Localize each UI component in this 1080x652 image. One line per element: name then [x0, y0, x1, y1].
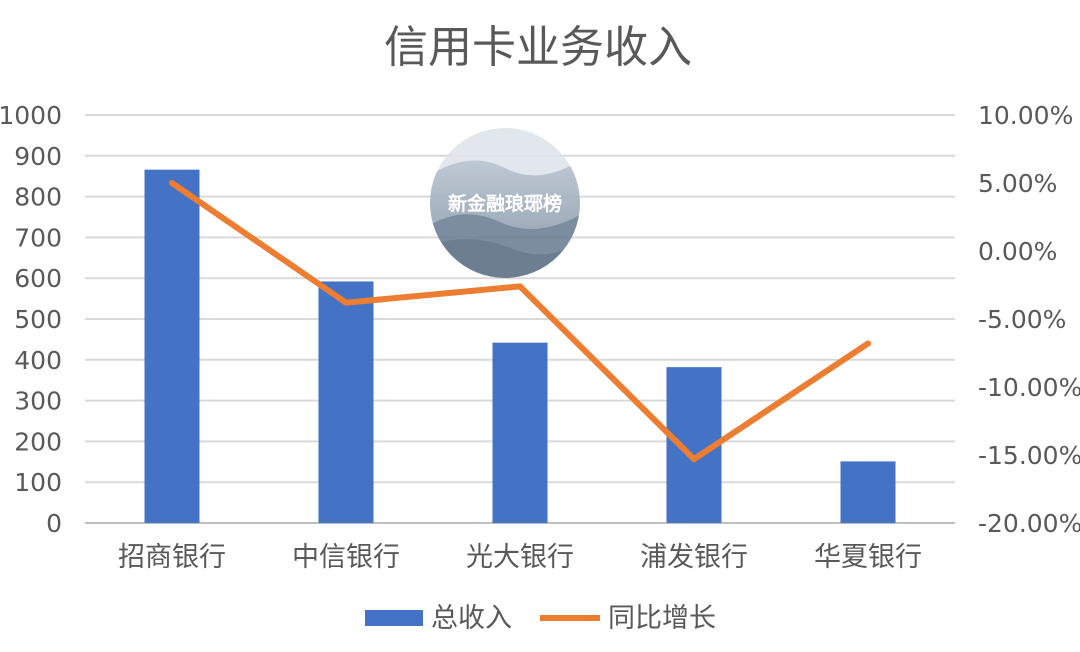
line-series — [169, 180, 871, 463]
line-point — [865, 340, 871, 347]
right-tick-label: 10.00% — [978, 101, 1073, 130]
line-point — [169, 180, 175, 186]
category-label: 浦发银行 — [640, 542, 748, 573]
right-axis: -20.00% -15.00% -10.00% -5.00% 0.00% 5.00% 10.… — [978, 101, 1080, 538]
right-tick-label: 0.00% — [978, 237, 1057, 266]
line-point — [691, 456, 697, 463]
category-axis: 招商银行 中信银行 光大银行 浦发银行 华夏银行 — [118, 542, 922, 573]
right-tick-label: -15.00% — [978, 441, 1080, 470]
category-label: 招商银行 — [118, 542, 226, 573]
right-tick-label: 5.00% — [978, 169, 1057, 198]
legend: 总收入 同比增长 — [365, 603, 716, 634]
line-point — [343, 299, 349, 306]
category-label: 华夏银行 — [814, 542, 922, 573]
left-tick-label: 500 — [14, 305, 62, 334]
left-tick-label: 600 — [14, 264, 62, 293]
watermark: 新金融琅琊榜 — [430, 128, 580, 278]
bar — [840, 461, 896, 523]
left-axis: 0 100 200 300 400 500 600 700 800 900 1000 — [0, 101, 62, 538]
left-tick-label: 1000 — [0, 101, 62, 130]
legend-label-line: 同比增长 — [608, 603, 716, 634]
left-tick-label: 800 — [14, 183, 62, 212]
category-label: 中信银行 — [292, 542, 400, 573]
bar — [318, 281, 374, 523]
left-tick-label: 100 — [14, 468, 62, 497]
left-tick-label: 400 — [14, 346, 62, 375]
category-label: 光大银行 — [466, 542, 574, 573]
right-tick-label: -5.00% — [978, 305, 1066, 334]
bar-series — [144, 169, 896, 523]
line-point — [517, 283, 523, 290]
left-tick-label: 200 — [14, 427, 62, 456]
bar — [144, 169, 200, 523]
chart-title: 信用卡业务收入 — [384, 22, 692, 73]
left-tick-label: 300 — [14, 387, 62, 416]
watermark-text: 新金融琅琊榜 — [448, 192, 562, 215]
left-tick-label: 700 — [14, 223, 62, 252]
bar — [492, 342, 548, 523]
right-tick-label: -10.00% — [978, 373, 1080, 402]
legend-label-bar: 总收入 — [431, 603, 512, 634]
legend-swatch-bar — [365, 610, 423, 626]
right-tick-label: -20.00% — [978, 509, 1080, 538]
left-tick-label: 900 — [14, 142, 62, 171]
left-tick-label: 0 — [46, 509, 62, 538]
